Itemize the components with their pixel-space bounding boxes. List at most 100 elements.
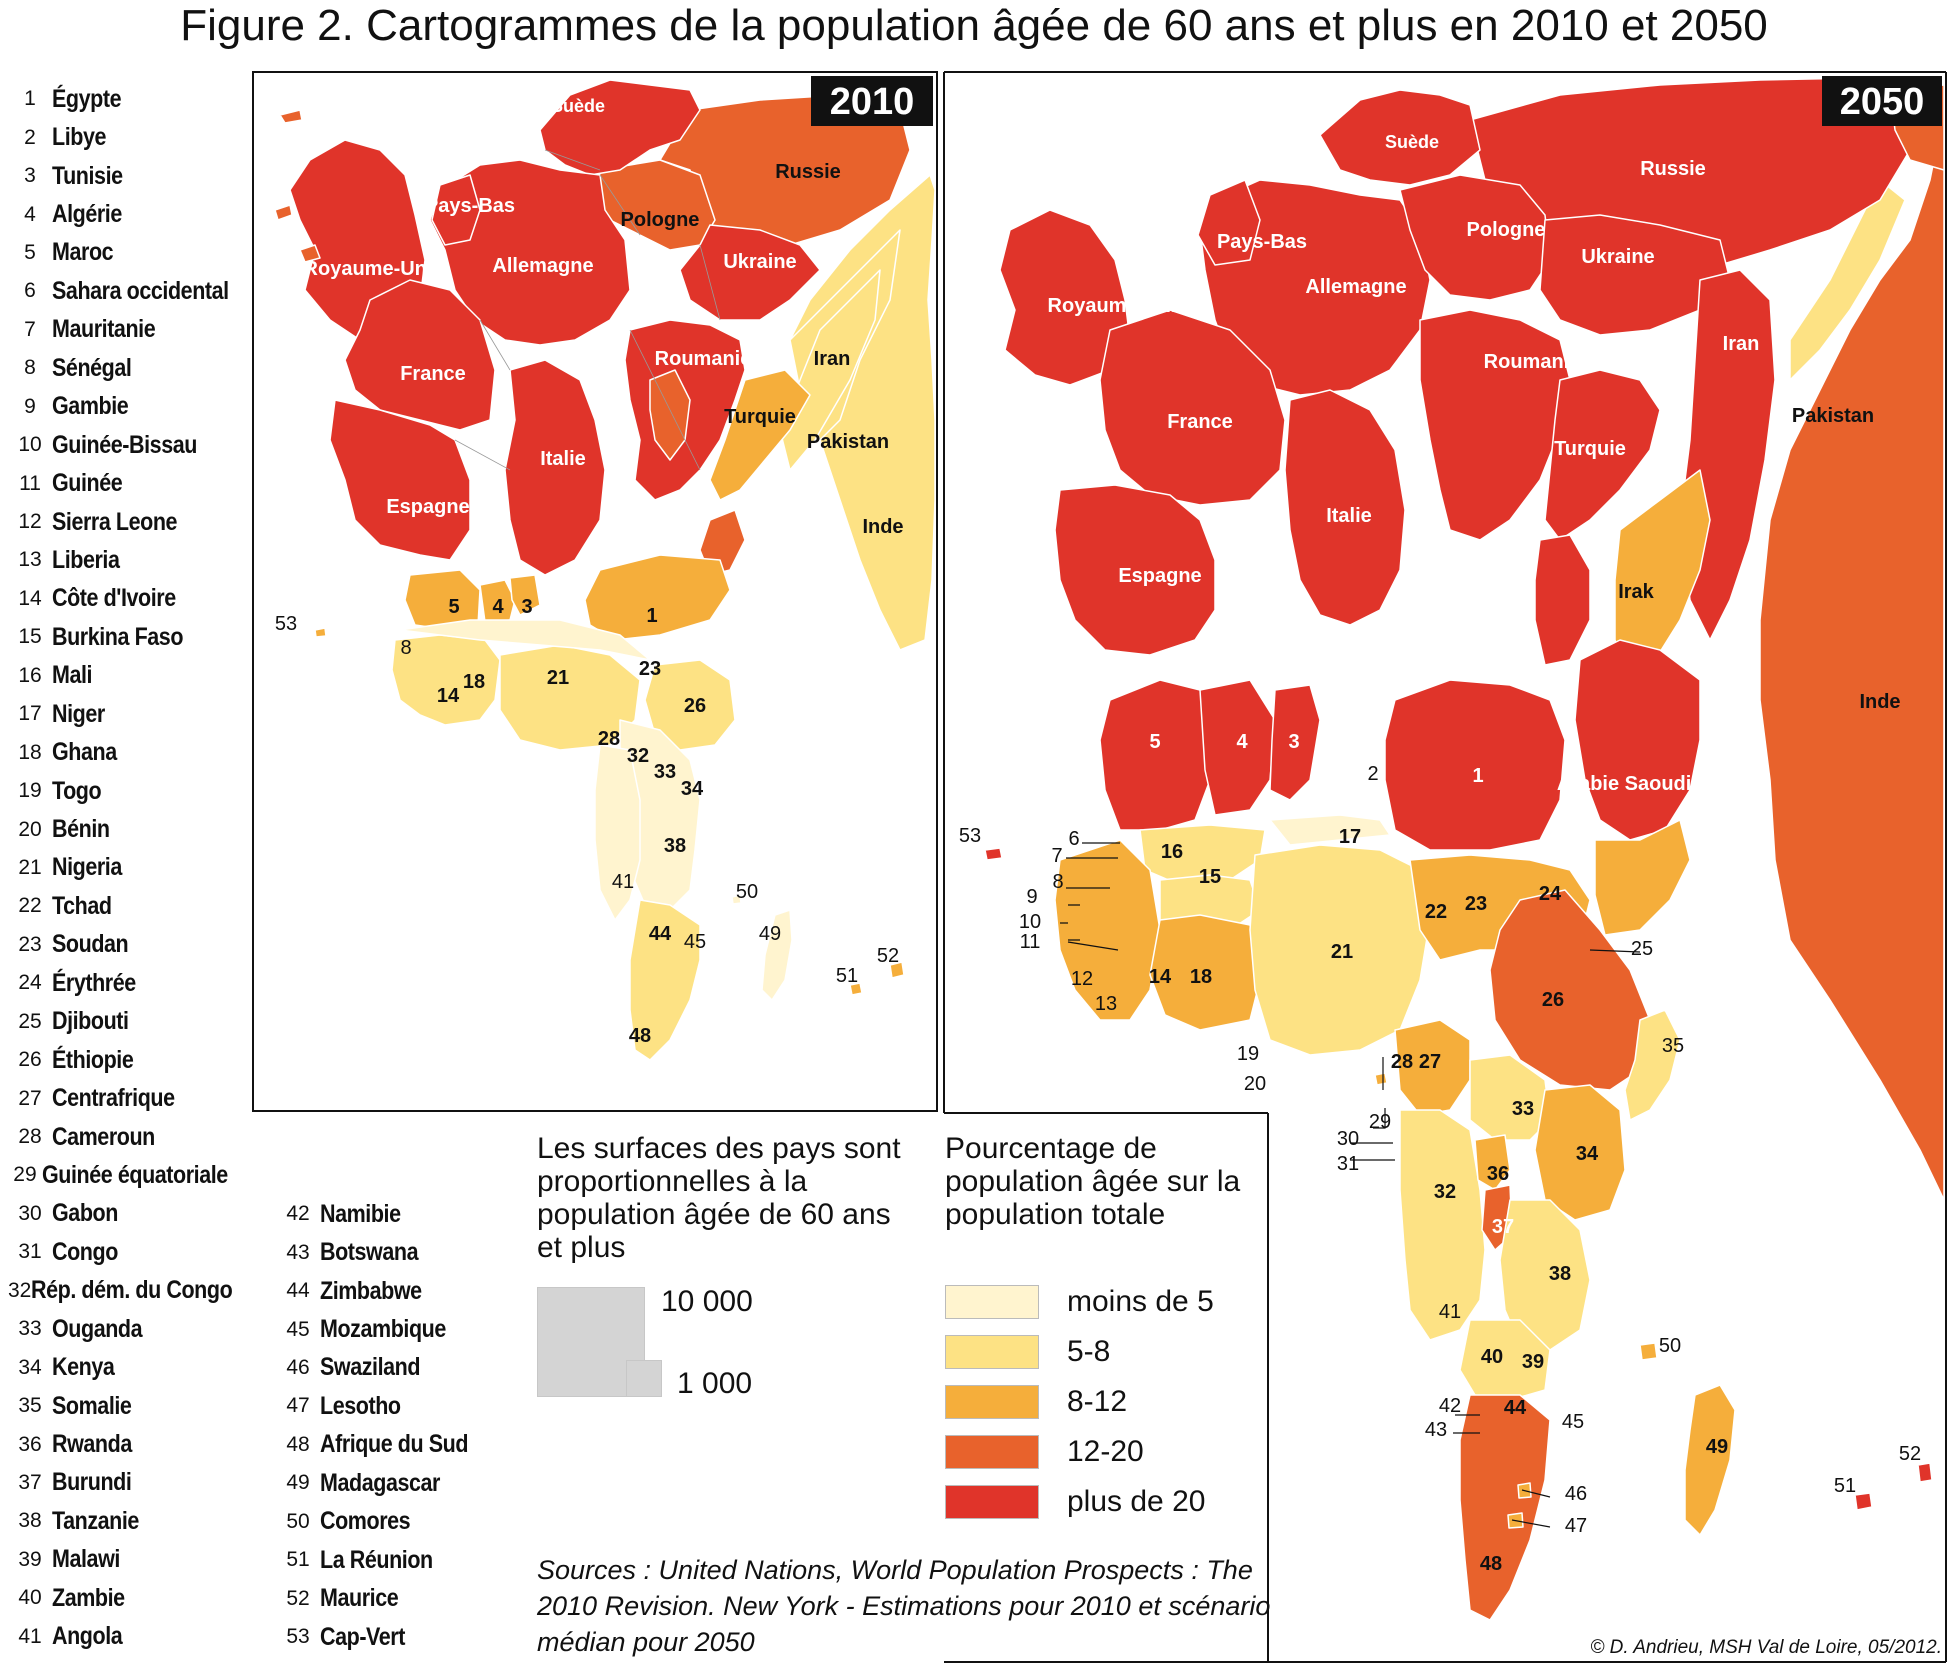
label-2050-39: 18 [1190,966,1212,988]
label-2050-7: Roumanie [1484,351,1581,373]
index-number: 49 [286,1471,310,1495]
index-row: 51 La Réunion [276,1541,516,1579]
legend-item: 5-8 [945,1327,1214,1377]
index-number: 27 [18,1086,42,1110]
index-number: 25 [18,1009,42,1033]
index-number: 33 [18,1317,42,1341]
region-2050-suede [1319,89,1481,186]
region-2050-allemagne [1199,179,1431,396]
index-country-name: Guinée [52,469,123,498]
index-country-name: Malawi [52,1545,120,1574]
legend-swatch [945,1335,1039,1369]
label-2050-53: 32 [1434,1181,1456,1203]
index-row: 24 Érythrée [8,964,258,1002]
index-row: 10 Guinée-Bissau [8,426,258,464]
index-row: 6 Sahara occidental [8,272,258,310]
index-country-name: Sénégal [52,353,132,382]
index-number: 46 [286,1355,310,1379]
region-2050-algerie [1199,679,1276,816]
index-country-name: Kenya [52,1353,115,1382]
index-number: 53 [286,1625,310,1649]
index-row: 40 Zambie [8,1579,258,1617]
label-2050-69: 51 [1834,1475,1856,1497]
index-row: 11 Guinée [8,464,258,502]
index-number: 12 [18,510,42,534]
region-2050-maroc [1099,679,1216,831]
index-country-name: Algérie [52,200,122,229]
index-row: 33 Ouganda [8,1310,258,1348]
label-2010-7: France [400,363,466,385]
label-2050-3: Pologne [1467,219,1546,241]
label-2050-56: 41 [1439,1301,1461,1323]
index-row: 5 Maroc [8,234,258,272]
index-row: 2 Libye [8,118,258,156]
map-labels: Suède Pays-Bas Royaume-Uni Allemagne Pol… [275,96,1921,1575]
index-row: 26 Éthiopie [8,1041,258,1079]
label-2050-14: Irak [1618,581,1654,603]
label-2010-19: 8 [400,637,411,659]
label-2050-10: Pakistan [1792,405,1874,427]
index-row: 34 Kenya [8,1348,258,1386]
label-2050-21: Arabie Saoudite [1557,773,1709,795]
label-2050-51: 34 [1576,1143,1599,1165]
index-row: 20 Bénin [8,810,258,848]
label-2010-2: Royaume-Uni [304,258,433,280]
index-number: 41 [18,1624,42,1648]
index-country-name: Côte d'Ivoire [52,584,176,613]
index-country-name: Gabon [52,1199,118,1228]
legend-swatch [945,1285,1039,1319]
index-country-name: Liberia [52,545,120,574]
label-2050-4: Ukraine [1581,246,1654,268]
label-2010-9: Iran [814,348,851,370]
label-2010-37: 48 [629,1025,651,1047]
legend-swatch [945,1485,1039,1519]
color-legend-title: Pourcentage de population âgée sur la po… [945,1132,1241,1231]
region-2010-congo [594,744,641,921]
region-2050-west-coast [1054,839,1161,1021]
region-2050-tanzanie [1499,1199,1591,1351]
label-2050-36: 25 [1631,938,1653,960]
index-row: 7 Mauritanie [8,311,258,349]
region-2050-gulf-islands [1374,1072,1388,1086]
region-2050-niger [1269,814,1391,846]
label-2010-23: 14 [437,685,460,707]
region-2010-egypte [584,554,731,641]
label-2050-37: 12 [1071,968,1093,990]
label-2010-20: 21 [547,667,569,689]
index-number: 31 [18,1240,42,1264]
index-row: 9 Gambie [8,388,258,426]
index-country-name: Congo [52,1237,118,1266]
index-country-name: Guinée-Bissau [52,430,197,459]
index-country-name: Bénin [52,815,110,844]
region-2050-madagascar [1684,1384,1736,1536]
index-number: 5 [24,240,36,264]
region-2050-kenya [1534,1084,1626,1221]
index-number: 17 [18,702,42,726]
region-2010-ethiopie [644,659,736,751]
legend-swatch [945,1435,1039,1469]
index-row: 49 Madagascar [276,1464,516,1502]
label-2050-66: 47 [1565,1515,1587,1537]
index-row: 29 Guinée équatoriale [8,1156,258,1194]
label-2010-10: Turquie [724,406,796,428]
region-2010-inde [789,174,936,651]
index-row: 23 Soudan [8,926,258,964]
region-2050-egypte [1384,679,1566,851]
label-2050-26: 17 [1339,826,1361,848]
index-country-name: Comores [320,1507,411,1536]
index-number: 42 [286,1202,310,1226]
index-country-name: Sierra Leone [52,507,178,536]
index-row: 1 Égypte [8,80,258,118]
index-number: 2 [24,125,36,149]
region-2010-cap-vert [314,627,327,638]
label-2010-16: 4 [492,596,504,618]
region-2050-roumanie [1419,309,1571,541]
region-2010-tunisie [509,574,541,616]
label-2050-46: 27 [1419,1051,1441,1073]
label-2050-28: 15 [1199,866,1221,888]
index-row: 47 Lesotho [276,1387,516,1425]
index-row: 50 Comores [276,1503,516,1541]
label-2010-32: 49 [759,923,781,945]
label-2010-6: Ukraine [723,251,796,273]
index-number: 35 [18,1394,42,1418]
